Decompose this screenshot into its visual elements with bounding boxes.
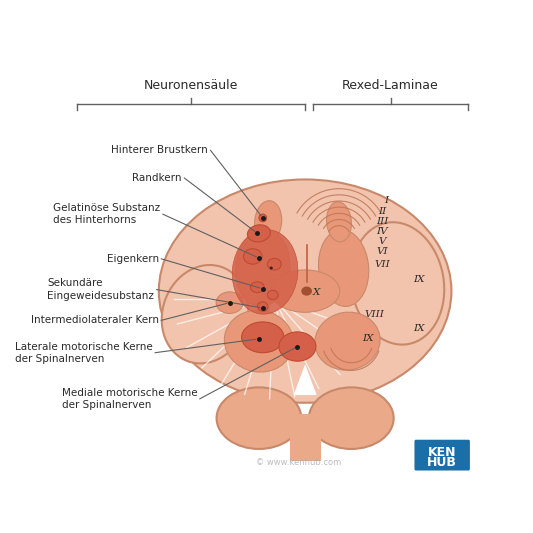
Text: Randkern: Randkern: [132, 173, 182, 183]
Ellipse shape: [232, 230, 298, 314]
Ellipse shape: [270, 266, 273, 270]
Text: Gelatinöse Substanz
des Hinterhorns: Gelatinöse Substanz des Hinterhorns: [53, 203, 160, 225]
Ellipse shape: [279, 332, 316, 361]
Ellipse shape: [257, 302, 268, 311]
Ellipse shape: [216, 292, 243, 313]
Ellipse shape: [224, 310, 294, 372]
Text: Laterale motorische Kerne
der Spinalnerven: Laterale motorische Kerne der Spinalnerv…: [15, 342, 152, 364]
Ellipse shape: [268, 290, 278, 300]
Text: Hinterer Brustkern: Hinterer Brustkern: [111, 145, 208, 155]
Ellipse shape: [244, 249, 262, 264]
Polygon shape: [294, 364, 317, 395]
Ellipse shape: [216, 387, 301, 449]
Polygon shape: [290, 414, 320, 461]
Ellipse shape: [259, 214, 266, 222]
Ellipse shape: [327, 202, 351, 242]
Ellipse shape: [159, 180, 451, 403]
Ellipse shape: [236, 230, 290, 306]
Text: IX: IX: [413, 275, 425, 284]
Ellipse shape: [251, 282, 264, 293]
Text: Eigenkern: Eigenkern: [107, 254, 159, 264]
Ellipse shape: [302, 287, 311, 295]
Text: VII: VII: [374, 260, 390, 269]
Text: II: II: [378, 207, 386, 216]
Text: IX: IX: [362, 334, 374, 343]
Text: IV: IV: [376, 227, 388, 236]
Text: V: V: [378, 237, 386, 246]
Text: III: III: [376, 217, 389, 227]
Text: I: I: [384, 196, 388, 205]
Ellipse shape: [309, 387, 394, 449]
Text: KEN: KEN: [428, 446, 456, 458]
Text: VI: VI: [376, 247, 388, 255]
Text: © www.kenhub.com: © www.kenhub.com: [256, 458, 342, 467]
FancyBboxPatch shape: [415, 440, 470, 471]
Ellipse shape: [241, 322, 284, 353]
Polygon shape: [296, 137, 314, 172]
Text: IX: IX: [413, 324, 425, 333]
Text: X: X: [313, 288, 320, 297]
Text: Rexed-Laminae: Rexed-Laminae: [342, 79, 439, 92]
Ellipse shape: [318, 230, 369, 306]
Ellipse shape: [268, 259, 281, 270]
Ellipse shape: [255, 201, 282, 243]
Ellipse shape: [247, 225, 270, 242]
Ellipse shape: [270, 270, 340, 312]
Text: VIII: VIII: [365, 310, 384, 319]
Ellipse shape: [351, 222, 445, 345]
Text: Intermediolateraler Kern: Intermediolateraler Kern: [31, 316, 159, 325]
Text: Neuronensäule: Neuronensäule: [144, 79, 238, 92]
Text: HUB: HUB: [427, 456, 457, 470]
Ellipse shape: [161, 265, 248, 364]
Ellipse shape: [315, 312, 380, 370]
Text: Mediale motorische Kerne
der Spinalnerven: Mediale motorische Kerne der Spinalnerve…: [62, 387, 197, 410]
Text: Sekundäre
Eingeweidesubstanz: Sekundäre Eingeweidesubstanz: [47, 278, 154, 301]
